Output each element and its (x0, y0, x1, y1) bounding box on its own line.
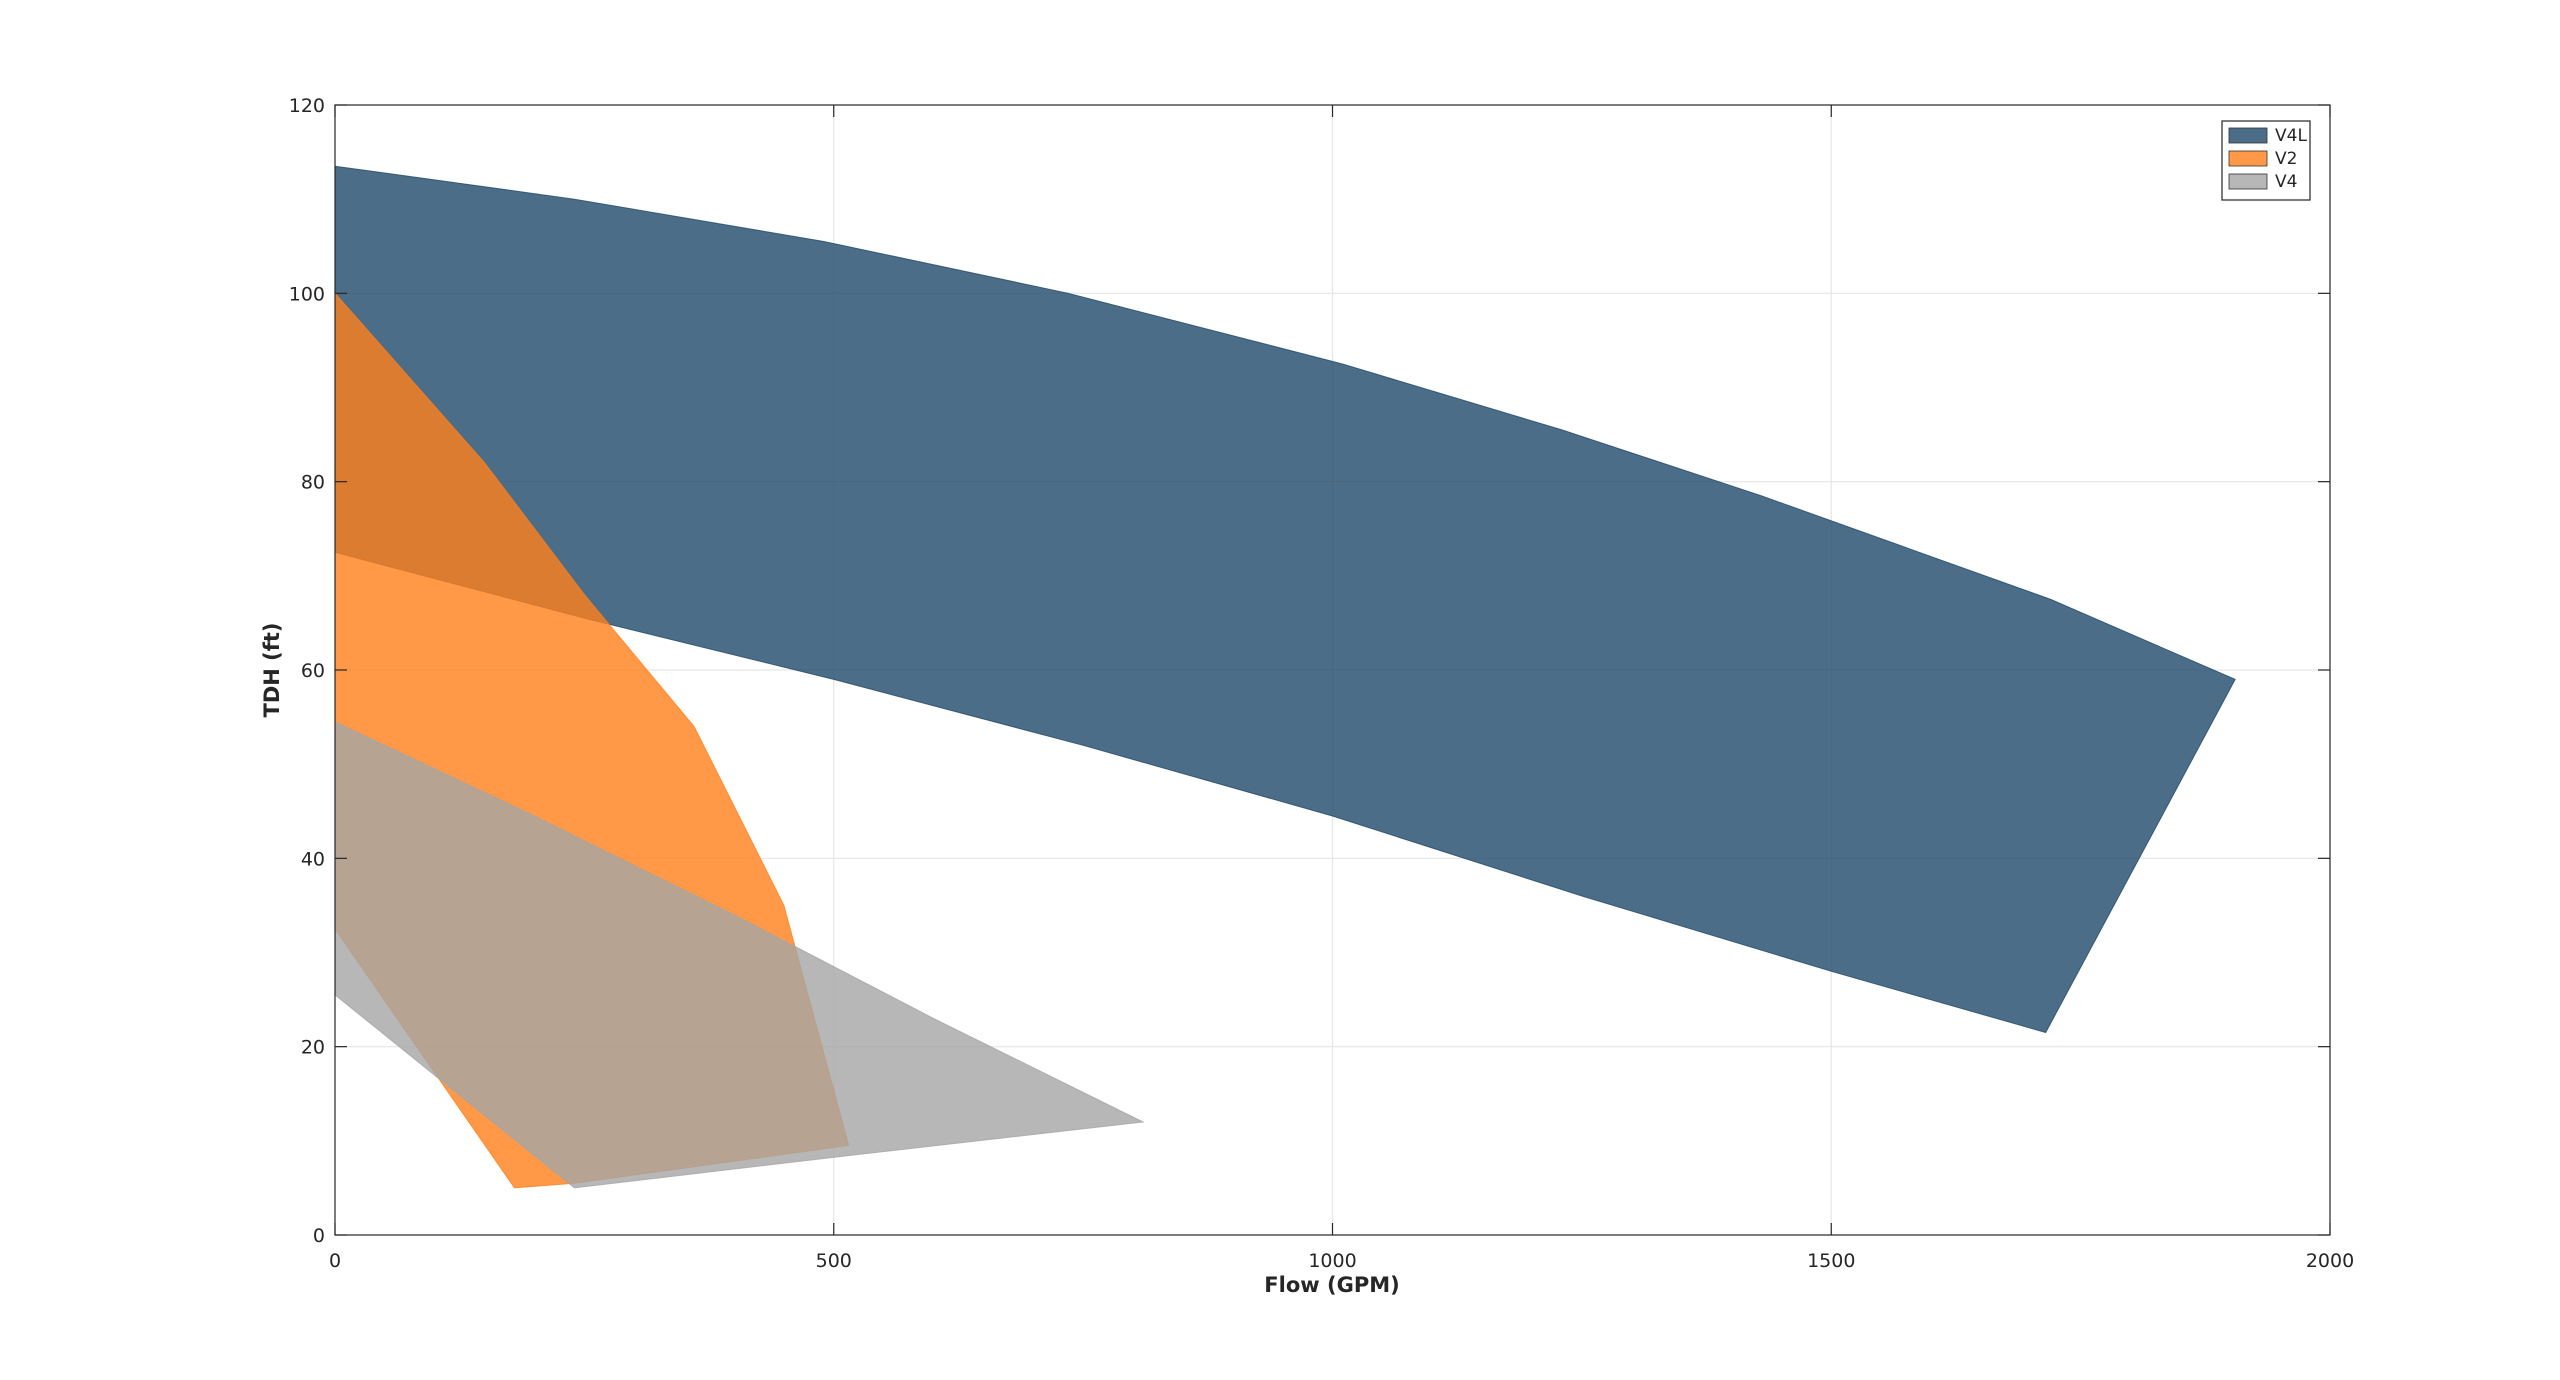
y-tick-label: 120 (289, 95, 325, 117)
x-axis-label: Flow (GPM) (1264, 1273, 1399, 1297)
y-axis-label: TDH (ft) (260, 622, 284, 717)
y-tick-label: 60 (301, 660, 325, 682)
y-tick-label: 100 (289, 283, 325, 305)
x-tick-label: 0 (329, 1250, 341, 1272)
y-tick-label: 20 (301, 1037, 325, 1059)
legend-swatch-v4l (2228, 127, 2268, 144)
legend-label-v4: V4 (2275, 172, 2297, 192)
y-tick-label: 80 (301, 472, 325, 494)
x-tick-label: 1000 (1308, 1250, 1356, 1272)
area-v4 (334, 721, 1145, 1189)
x-tick-label: 500 (816, 1250, 852, 1272)
legend-swatch-v2 (2228, 150, 2268, 167)
legend-label-v2: V2 (2275, 149, 2297, 169)
y-tick-label: 40 (301, 848, 325, 870)
area-v4l (334, 165, 2236, 1034)
axis-ticks: 0 500 1000 1500 2000 0 20 40 60 80 100 120 (289, 95, 2354, 1272)
x-tick-label: 2000 (2306, 1250, 2354, 1272)
legend: V4L V2 V4 (2221, 120, 2311, 201)
legend-swatch-v4 (2228, 173, 2268, 190)
legend-label-v4l: V4L (2275, 126, 2307, 146)
x-tick-label: 1500 (1807, 1250, 1855, 1272)
data-areas (334, 165, 2236, 1189)
y-tick-label: 0 (313, 1225, 325, 1247)
